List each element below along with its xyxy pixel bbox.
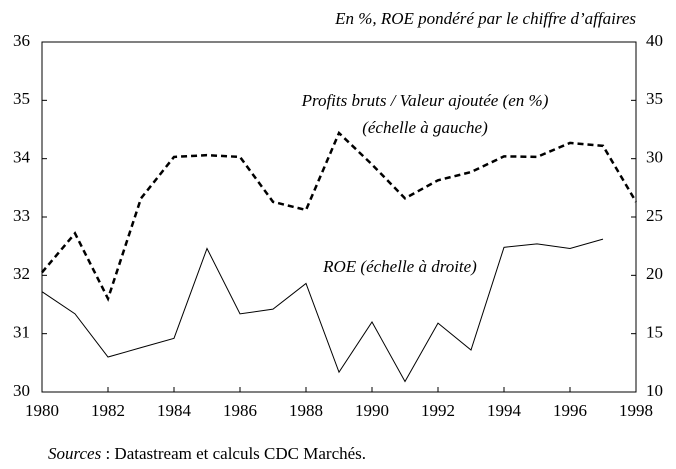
- series-line: [41, 238, 604, 383]
- y-tick-label: 33: [13, 206, 30, 225]
- y2-tick-label: 20: [646, 264, 663, 283]
- x-tick-label: 1994: [487, 401, 522, 420]
- x-tick-label: 1980: [25, 401, 59, 420]
- y-tick-label: 31: [13, 323, 30, 342]
- y2-tick-label: 35: [646, 89, 663, 108]
- y2-tick-label: 15: [646, 323, 663, 342]
- y2-tick-label: 30: [646, 148, 663, 167]
- y-tick-label: 35: [13, 89, 30, 108]
- x-tick-label: 1992: [421, 401, 455, 420]
- chart-subtitle: En %, ROE pondéré par le chiffre d’affai…: [334, 9, 636, 28]
- x-tick-label: 1986: [223, 401, 257, 420]
- y-tick-label: 30: [13, 381, 30, 400]
- series-scale-note: (échelle à gauche): [362, 118, 488, 137]
- series-label: ROE (échelle à droite): [322, 257, 477, 276]
- x-tick-label: 1998: [619, 401, 653, 420]
- x-tick-label: 1982: [91, 401, 125, 420]
- x-tick-label: 1990: [355, 401, 389, 420]
- x-tick-label: 1988: [289, 401, 323, 420]
- x-tick-label: 1984: [157, 401, 192, 420]
- series-label: Profits bruts / Valeur ajoutée (en %): [301, 91, 549, 110]
- source-text: : Datastream et calculs CDC Marchés.: [101, 444, 366, 463]
- y-tick-label: 36: [13, 31, 30, 50]
- y-tick-label: 34: [13, 148, 31, 167]
- y-tick-label: 32: [13, 264, 30, 283]
- source-label: Sources: [48, 444, 102, 463]
- source-note: Sources : Datastream et calculs CDC Marc…: [48, 444, 366, 463]
- x-tick-label: 1996: [553, 401, 587, 420]
- y2-tick-label: 40: [646, 31, 663, 50]
- y2-tick-label: 25: [646, 206, 663, 225]
- series-line: [41, 130, 638, 302]
- y2-tick-label: 10: [646, 381, 663, 400]
